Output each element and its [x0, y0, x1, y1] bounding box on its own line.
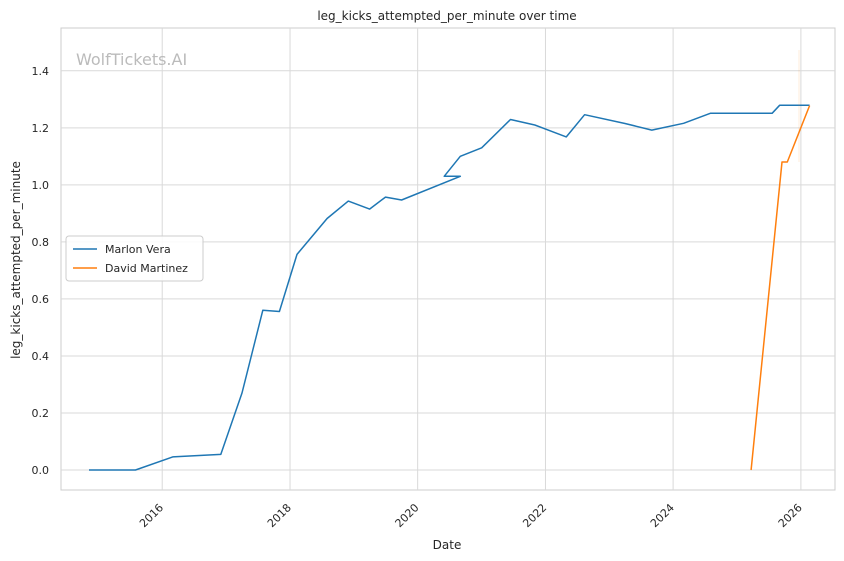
y-axis-ticks: 0.0 0.2 0.4 0.6 0.8 1.0 1.2 1.4 — [32, 65, 50, 477]
y-tick-label: 1.4 — [32, 65, 50, 78]
x-axis-ticks: 2016 2018 2020 2022 2024 2026 — [137, 501, 805, 530]
series-lines — [89, 104, 811, 471]
x-tick-label: 2020 — [393, 501, 422, 530]
y-axis-label: leg_kicks_attempted_per_minute — [9, 161, 23, 359]
y-tick-label: 0.2 — [32, 407, 50, 420]
x-tick-label: 2016 — [137, 501, 166, 530]
x-tick-label: 2024 — [648, 501, 677, 530]
series-line-marlon-vera — [89, 104, 810, 471]
chart-title: leg_kicks_attempted_per_minute over time — [317, 9, 576, 23]
y-tick-label: 0.6 — [32, 293, 50, 306]
legend-label-marlon-vera: Marlon Vera — [105, 243, 171, 256]
watermark: WolfTickets.AI — [76, 50, 187, 69]
x-axis-label: Date — [433, 538, 462, 552]
y-tick-label: 0.4 — [32, 350, 50, 363]
legend-label-david-martinez: David Martinez — [105, 262, 188, 275]
x-tick-label: 2018 — [265, 501, 294, 530]
y-tick-label: 0.0 — [32, 464, 50, 477]
x-tick-label: 2026 — [776, 501, 805, 530]
legend-box — [65, 235, 204, 282]
legend: Marlon Vera David Martinez — [65, 235, 204, 282]
y-tick-label: 0.8 — [32, 236, 50, 249]
x-tick-label: 2022 — [520, 501, 549, 530]
y-tick-label: 1.2 — [32, 122, 50, 135]
series-line-david-martinez — [750, 105, 811, 471]
y-tick-label: 1.0 — [32, 179, 50, 192]
